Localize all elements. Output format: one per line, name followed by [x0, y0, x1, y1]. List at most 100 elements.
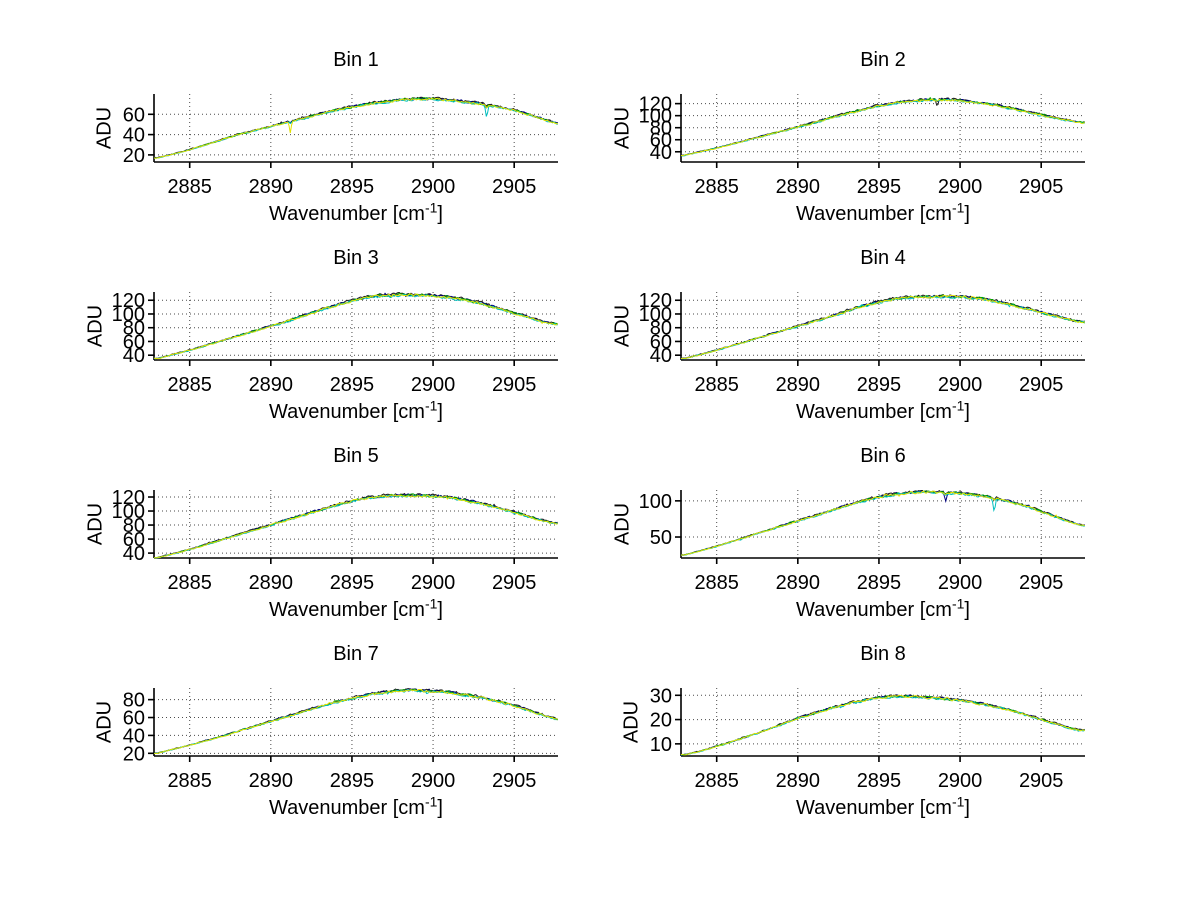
- subplot-bin-2: 2885 2890 2895 2900 2905 40 60 80 100 120 Bin 2 A…: [587, 37, 1127, 237]
- x-tick-label: 2895: [330, 176, 375, 198]
- y-tick-label: 120: [639, 94, 672, 116]
- y-tick-label: 40: [123, 125, 145, 147]
- y-tick-label: 120: [112, 487, 145, 509]
- y-tick-label: 10: [650, 734, 672, 756]
- y-axis-label: ADU: [611, 106, 634, 150]
- x-tick-label: 2885: [167, 572, 212, 594]
- y-tick-label: 20: [650, 710, 672, 732]
- x-axis-label-bracket: ]: [964, 203, 970, 225]
- x-axis-label-bracket: ]: [964, 797, 970, 819]
- y-axis-label: ADU: [611, 502, 634, 546]
- y-tick-label: 40: [123, 345, 145, 367]
- x-tick-label: 2905: [492, 176, 536, 198]
- y-tick-label: 100: [639, 106, 672, 128]
- x-axis-label: Wavenumber [cm-1]: [154, 200, 558, 226]
- y-tick-label: 30: [650, 685, 672, 707]
- x-axis-label-bracket: ]: [964, 599, 970, 621]
- y-tick-label: 60: [123, 529, 145, 551]
- subplot-title: Bin 3: [333, 247, 379, 269]
- x-tick-label: 2900: [411, 176, 456, 198]
- spectrum-trace-green: [153, 688, 558, 755]
- x-tick-label: 2900: [938, 572, 983, 594]
- y-tick-label: 60: [650, 130, 672, 152]
- x-axis-label-text: Wavenumber [cm: [796, 401, 952, 423]
- x-tick-label: 2885: [694, 374, 739, 396]
- x-tick-label: 2895: [857, 374, 902, 396]
- spectrum-trace-green: [680, 294, 1085, 360]
- x-tick-label: 2905: [1019, 374, 1064, 396]
- x-axis-label-text: Wavenumber [cm: [269, 599, 425, 621]
- y-axis-label: ADU: [84, 304, 107, 348]
- x-tick-label: 2905: [1019, 770, 1064, 792]
- x-tick-label: 2895: [857, 572, 902, 594]
- spectrum-trace-yellow: [153, 688, 558, 755]
- spectrum-trace-green: [153, 292, 558, 360]
- subplot-title: Bin 5: [333, 445, 379, 467]
- x-tick-label: 2905: [1019, 176, 1064, 198]
- x-axis-label-superscript: -1: [424, 397, 438, 414]
- x-axis-label-text: Wavenumber [cm: [269, 797, 425, 819]
- spectrum-trace-yellow: [680, 490, 1085, 556]
- x-tick-label: 2900: [938, 374, 983, 396]
- subplot-title: Bin 2: [860, 49, 906, 71]
- spectrum-trace-navy: [153, 292, 558, 360]
- subplot-bin-6: 2885 2890 2895 2900 2905 50 100 Bin 6 ADU Wave…: [587, 433, 1127, 633]
- spectrum-trace-yellow: [154, 494, 558, 559]
- x-axis-label: Wavenumber [cm-1]: [681, 398, 1085, 424]
- spectrum-trace-cyan: [154, 494, 558, 559]
- x-axis-label-bracket: ]: [964, 401, 970, 423]
- subplot-bin-4: 2885 2890 2895 2900 2905 40 60 80 100 120 Bin 4 A…: [587, 235, 1127, 435]
- spectrum-trace-navy: [680, 694, 1085, 756]
- x-tick-label: 2885: [694, 572, 739, 594]
- y-tick-label: 80: [650, 318, 672, 340]
- spectrum-trace-yellow: [680, 294, 1085, 359]
- x-tick-label: 2885: [694, 176, 739, 198]
- x-axis-label-superscript: -1: [424, 199, 438, 216]
- spectrum-trace-black: [680, 490, 1085, 556]
- spectrum-trace-green: [154, 493, 558, 559]
- x-tick-label: 2900: [411, 374, 456, 396]
- y-tick-label: 20: [123, 145, 145, 167]
- x-tick-label: 2885: [167, 770, 212, 792]
- subplot-title: Bin 7: [333, 643, 379, 665]
- subplot-bin-3: 2885 2890 2895 2900 2905 40 60 80 100 120 Bin 3 A…: [60, 235, 600, 435]
- x-tick-label: 2905: [1019, 572, 1064, 594]
- spectrum-trace-yellow: [153, 97, 558, 159]
- y-axis-label: ADU: [84, 502, 107, 546]
- x-axis-label-superscript: -1: [951, 397, 965, 414]
- x-tick-label: 2895: [330, 770, 375, 792]
- x-axis-label-superscript: -1: [951, 595, 965, 612]
- y-tick-label: 40: [650, 142, 672, 164]
- x-axis-label: Wavenumber [cm-1]: [154, 794, 558, 820]
- spectrum-trace-green: [680, 694, 1085, 756]
- x-axis-label: Wavenumber [cm-1]: [681, 200, 1085, 226]
- y-tick-label: 80: [123, 318, 145, 340]
- x-tick-label: 2885: [694, 770, 739, 792]
- x-tick-label: 2885: [167, 374, 212, 396]
- x-tick-label: 2900: [411, 572, 456, 594]
- subplot-title: Bin 4: [860, 247, 906, 269]
- x-tick-label: 2900: [938, 176, 983, 198]
- subplot-title: Bin 1: [333, 49, 379, 71]
- y-tick-label: 100: [112, 304, 145, 326]
- y-tick-label: 40: [123, 725, 145, 747]
- x-axis-label-bracket: ]: [437, 599, 443, 621]
- x-tick-label: 2895: [330, 374, 375, 396]
- subplot-bin-1: 2885 2890 2895 2900 2905 20 40 60 Bin 1 ADU Wav…: [60, 37, 600, 237]
- x-tick-label: 2905: [492, 572, 536, 594]
- x-axis-label-text: Wavenumber [cm: [269, 401, 425, 423]
- x-tick-label: 2890: [249, 572, 294, 594]
- subplot-title: Bin 6: [860, 445, 906, 467]
- y-axis-label: ADU: [620, 700, 643, 744]
- x-axis-label: Wavenumber [cm-1]: [154, 596, 558, 622]
- x-tick-label: 2895: [857, 770, 902, 792]
- y-tick-label: 120: [639, 290, 672, 312]
- spectrum-trace-black: [153, 291, 558, 360]
- x-axis-label-text: Wavenumber [cm: [796, 797, 952, 819]
- y-tick-label: 50: [650, 527, 672, 549]
